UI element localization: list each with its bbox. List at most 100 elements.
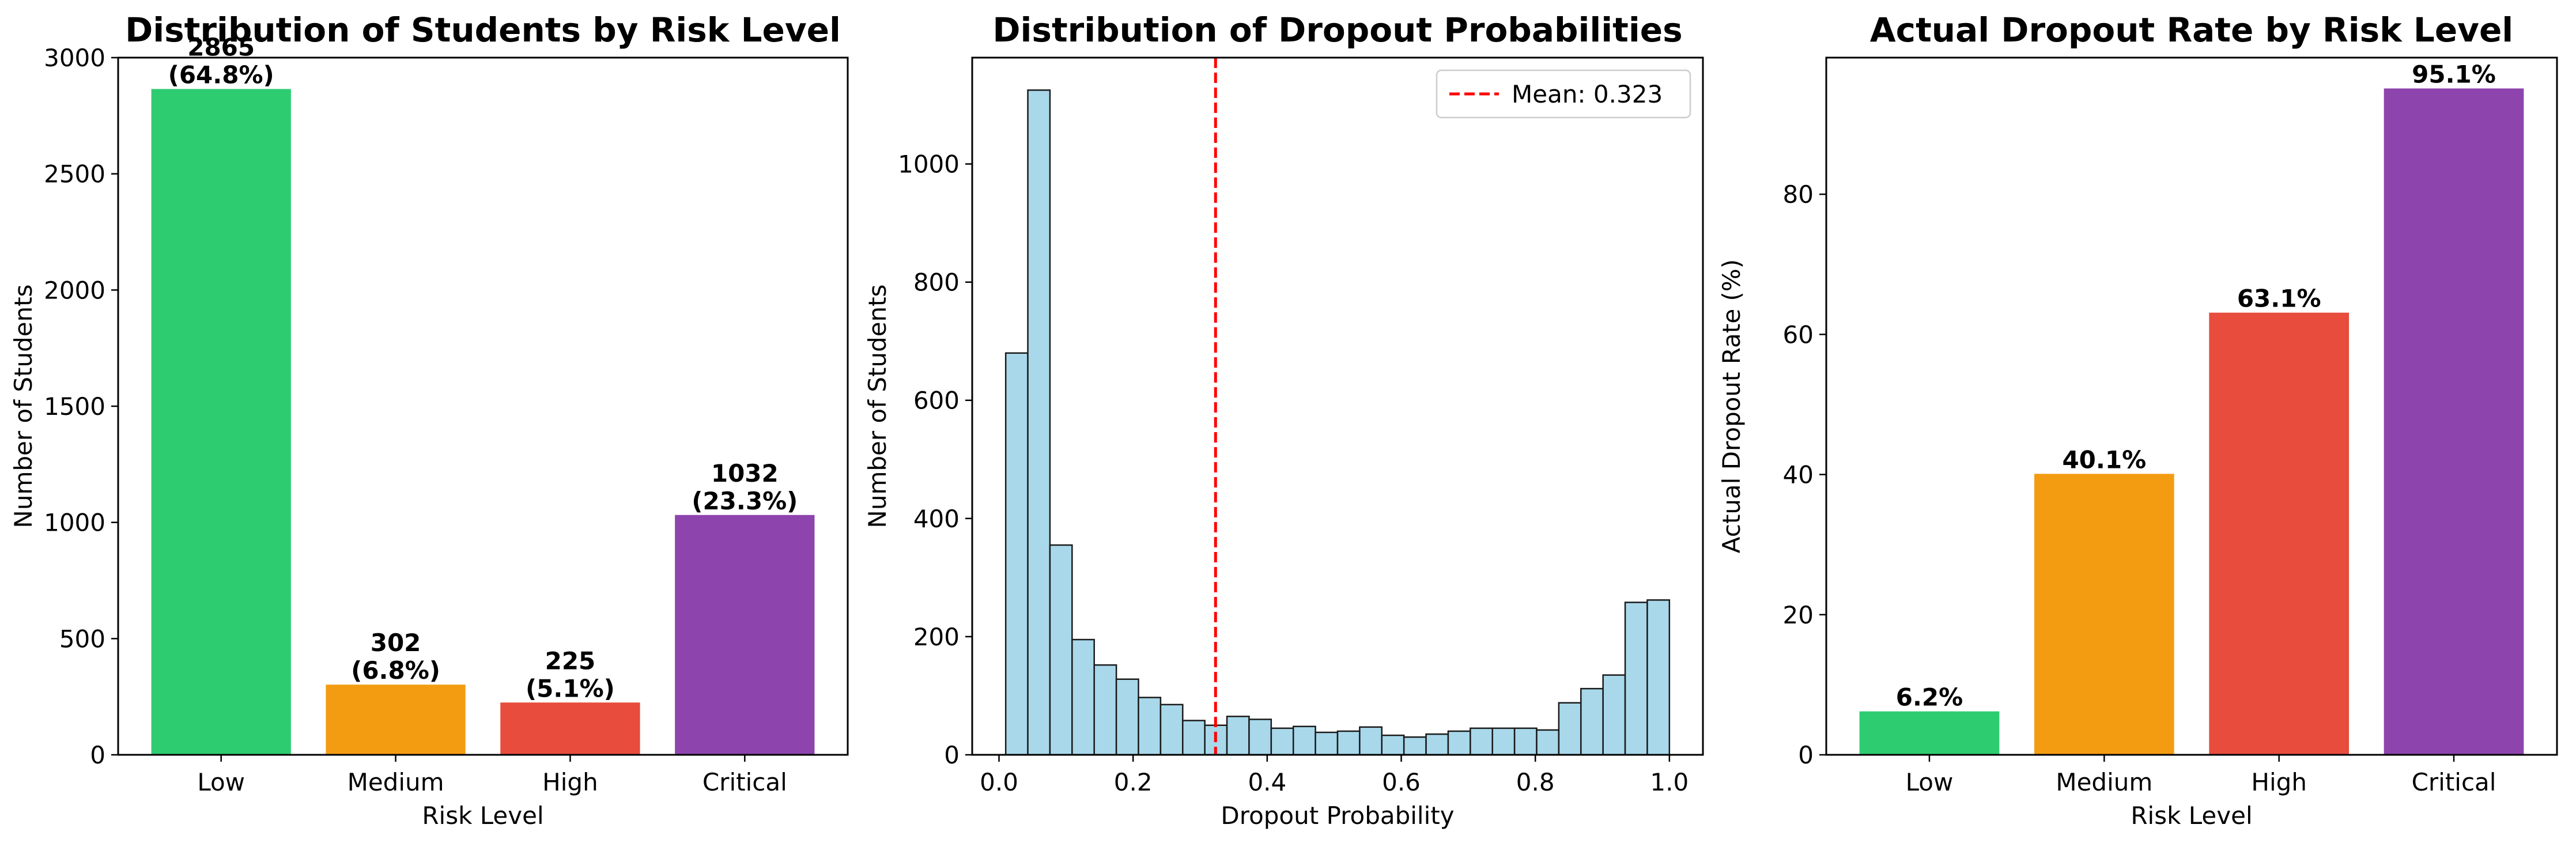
chart-title: Actual Dropout Rate by Risk Level xyxy=(1870,10,2513,50)
y-axis-label: Actual Dropout Rate (%) xyxy=(1717,259,1746,553)
bar-value-label: 6.2% xyxy=(1896,683,1963,712)
x-tick-label: 0.8 xyxy=(1516,768,1555,796)
histogram-bar xyxy=(1381,734,1405,756)
bar-critical xyxy=(2384,88,2524,755)
y-tick-label: 3000 xyxy=(44,44,105,72)
histogram-bar xyxy=(1115,678,1139,756)
bar-value-label: 40.1% xyxy=(2062,445,2146,474)
histogram-bar xyxy=(1093,664,1117,756)
x-tick-label: 0.6 xyxy=(1382,768,1421,796)
y-tick-label: 1000 xyxy=(898,150,960,179)
bar-value-label: 95.1% xyxy=(2412,60,2496,89)
y-tick-label: 800 xyxy=(913,269,960,297)
histogram-bar xyxy=(1226,716,1250,756)
legend: Mean: 0.323 xyxy=(1436,69,1691,119)
x-tick-label: High xyxy=(542,768,598,796)
bar-value-label: (64.8%) xyxy=(168,60,274,89)
x-tick-label: Low xyxy=(1906,768,1954,796)
histogram-bar xyxy=(1513,727,1538,756)
bar-high xyxy=(500,702,640,755)
y-tick-label: 1500 xyxy=(44,392,105,421)
bar-medium xyxy=(2034,474,2174,755)
y-tick-label: 20 xyxy=(1783,601,1814,629)
x-tick-label: 0.2 xyxy=(1114,768,1153,796)
histogram-bar xyxy=(1182,720,1206,756)
bar-value-label: 302 xyxy=(371,629,421,657)
legend-box xyxy=(1436,69,1691,119)
x-tick-label: High xyxy=(2251,768,2307,796)
x-tick-label: Medium xyxy=(2056,768,2152,796)
y-axis-label: Number of Students xyxy=(9,284,37,528)
panel-dropout-rate-by-risk: 6.2% Low 40.1% Medium 63.1% High 95.1% Critical… xyxy=(1717,10,2558,830)
y-tick-label: 2000 xyxy=(44,276,105,304)
y-tick-label: 0 xyxy=(90,741,105,769)
bar-value-label: 225 xyxy=(545,646,596,675)
axes-frame xyxy=(117,56,849,756)
y-tick-label: 600 xyxy=(913,387,960,415)
y-tick-label: 0 xyxy=(944,741,960,769)
histogram-bar xyxy=(1558,702,1582,756)
histogram-bar xyxy=(1270,727,1294,756)
y-tick-label: 80 xyxy=(1783,180,1814,209)
histogram-bar xyxy=(1447,730,1471,756)
bar-low xyxy=(151,89,291,755)
x-tick-label: 0.0 xyxy=(980,768,1018,796)
axes-frame xyxy=(1825,56,2558,756)
histogram-bar xyxy=(1491,727,1516,756)
y-tick-label: 60 xyxy=(1783,320,1814,349)
histogram-bar xyxy=(1359,726,1383,756)
x-axis-label: Risk Level xyxy=(422,801,543,830)
histogram-bar xyxy=(1138,697,1162,756)
histogram-bar xyxy=(1580,687,1604,756)
bar-critical xyxy=(675,515,815,755)
histogram-bar xyxy=(1602,674,1626,756)
y-tick-label: 0 xyxy=(1798,741,1814,769)
panel-dropout-probability-histogram: 0.0 0.2 0.4 0.6 0.8 1.0 0 200 400 600 800 1000 Mean:… xyxy=(863,10,1704,830)
bar-medium xyxy=(326,685,466,755)
histogram-bar xyxy=(1248,719,1272,756)
histogram-bar xyxy=(1071,638,1095,756)
bar-value-label: 2865 xyxy=(187,33,255,61)
histogram-bar xyxy=(1292,725,1316,756)
histogram-bar xyxy=(1004,352,1029,756)
y-tick-label: 40 xyxy=(1783,461,1814,489)
x-tick-label: Critical xyxy=(702,768,787,796)
histogram-bar xyxy=(1624,602,1648,756)
bar-value-label: 63.1% xyxy=(2237,285,2321,313)
histogram-bar xyxy=(1403,736,1427,756)
histogram-bar xyxy=(1027,89,1051,756)
histogram-bar xyxy=(1315,731,1339,756)
y-tick-label: 200 xyxy=(913,623,960,651)
histogram-bar xyxy=(1425,733,1449,756)
x-tick-label: 1.0 xyxy=(1650,768,1689,796)
x-axis-label: Risk Level xyxy=(2131,801,2252,830)
y-tick-label: 400 xyxy=(913,505,960,533)
bar-value-label: 1032 xyxy=(711,459,779,487)
histogram-bar xyxy=(1336,730,1361,756)
histogram-bar xyxy=(1049,544,1073,756)
chart-title: Distribution of Students by Risk Level xyxy=(125,10,841,50)
x-tick-label: Medium xyxy=(348,768,444,796)
histogram-bar xyxy=(1646,599,1671,756)
y-tick-label: 2500 xyxy=(44,160,105,188)
x-tick-label: Critical xyxy=(2412,768,2496,796)
histogram-bar xyxy=(1470,727,1493,756)
panel-risk-level-counts: 2865(64.8%) Low 302(6.8%) Medium 225(5.1%) Hi… xyxy=(9,10,849,830)
histogram-bar xyxy=(1159,704,1184,756)
x-axis-label: Dropout Probability xyxy=(1221,801,1454,830)
bar-value-label: (6.8%) xyxy=(351,656,440,685)
histogram-bar xyxy=(1536,729,1560,756)
bar-low xyxy=(1859,711,2000,755)
bar-high xyxy=(2209,312,2350,755)
chart-title: Distribution of Dropout Probabilities xyxy=(992,10,1682,50)
y-tick-label: 1000 xyxy=(44,509,105,537)
legend-label: Mean: 0.323 xyxy=(1512,80,1663,108)
x-tick-label: 0.4 xyxy=(1248,768,1286,796)
axes-frame xyxy=(971,56,1704,756)
y-tick-label: 500 xyxy=(59,625,105,653)
y-axis-label: Number of Students xyxy=(863,284,892,528)
bar-value-label: (5.1%) xyxy=(526,674,615,702)
bar-value-label: (23.3%) xyxy=(692,487,798,515)
x-tick-label: Low xyxy=(197,768,245,796)
